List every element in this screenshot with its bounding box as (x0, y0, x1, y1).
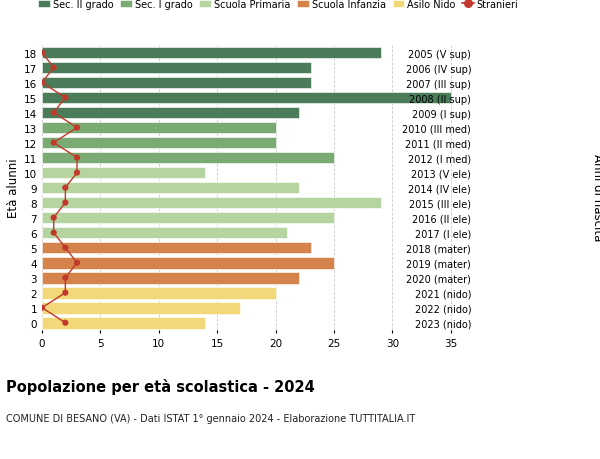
Bar (42, 137, 275, 149)
Bar (42, 152, 334, 164)
Point (37, 304, 47, 312)
Point (49, 214, 58, 222)
Bar (42, 287, 275, 299)
Y-axis label: Età alunni: Età alunni (7, 158, 20, 218)
Point (49, 140, 58, 147)
Bar (42, 92, 451, 104)
Point (72, 259, 82, 267)
Point (49, 110, 58, 117)
Point (49, 230, 58, 237)
Bar (42, 78, 311, 89)
Legend: Sec. II grado, Sec. I grado, Scuola Primaria, Scuola Infanzia, Asilo Nido, Stran: Sec. II grado, Sec. I grado, Scuola Prim… (38, 0, 518, 10)
Text: Anni di nascita: Anni di nascita (590, 154, 600, 241)
Bar (42, 272, 299, 284)
Bar (42, 123, 275, 134)
Point (72, 155, 82, 162)
Bar (42, 227, 287, 239)
Bar (42, 257, 334, 269)
Point (61, 274, 70, 282)
Bar (42, 302, 241, 314)
Point (37, 50, 47, 57)
Bar (42, 242, 311, 254)
Point (72, 169, 82, 177)
Point (61, 200, 70, 207)
Bar (42, 168, 205, 179)
Bar (42, 317, 205, 329)
Bar (42, 48, 380, 59)
Bar (42, 197, 380, 209)
Bar (42, 182, 299, 194)
Bar (42, 62, 311, 74)
Bar (42, 107, 299, 119)
Text: COMUNE DI BESANO (VA) - Dati ISTAT 1° gennaio 2024 - Elaborazione TUTTITALIA.IT: COMUNE DI BESANO (VA) - Dati ISTAT 1° ge… (6, 413, 415, 423)
Point (61, 245, 70, 252)
Point (37, 80, 47, 87)
Text: Popolazione per età scolastica - 2024: Popolazione per età scolastica - 2024 (6, 379, 315, 395)
Point (72, 124, 82, 132)
Point (49, 65, 58, 72)
Bar (42, 213, 334, 224)
Point (61, 319, 70, 327)
Point (61, 95, 70, 102)
Point (61, 289, 70, 297)
Point (61, 185, 70, 192)
